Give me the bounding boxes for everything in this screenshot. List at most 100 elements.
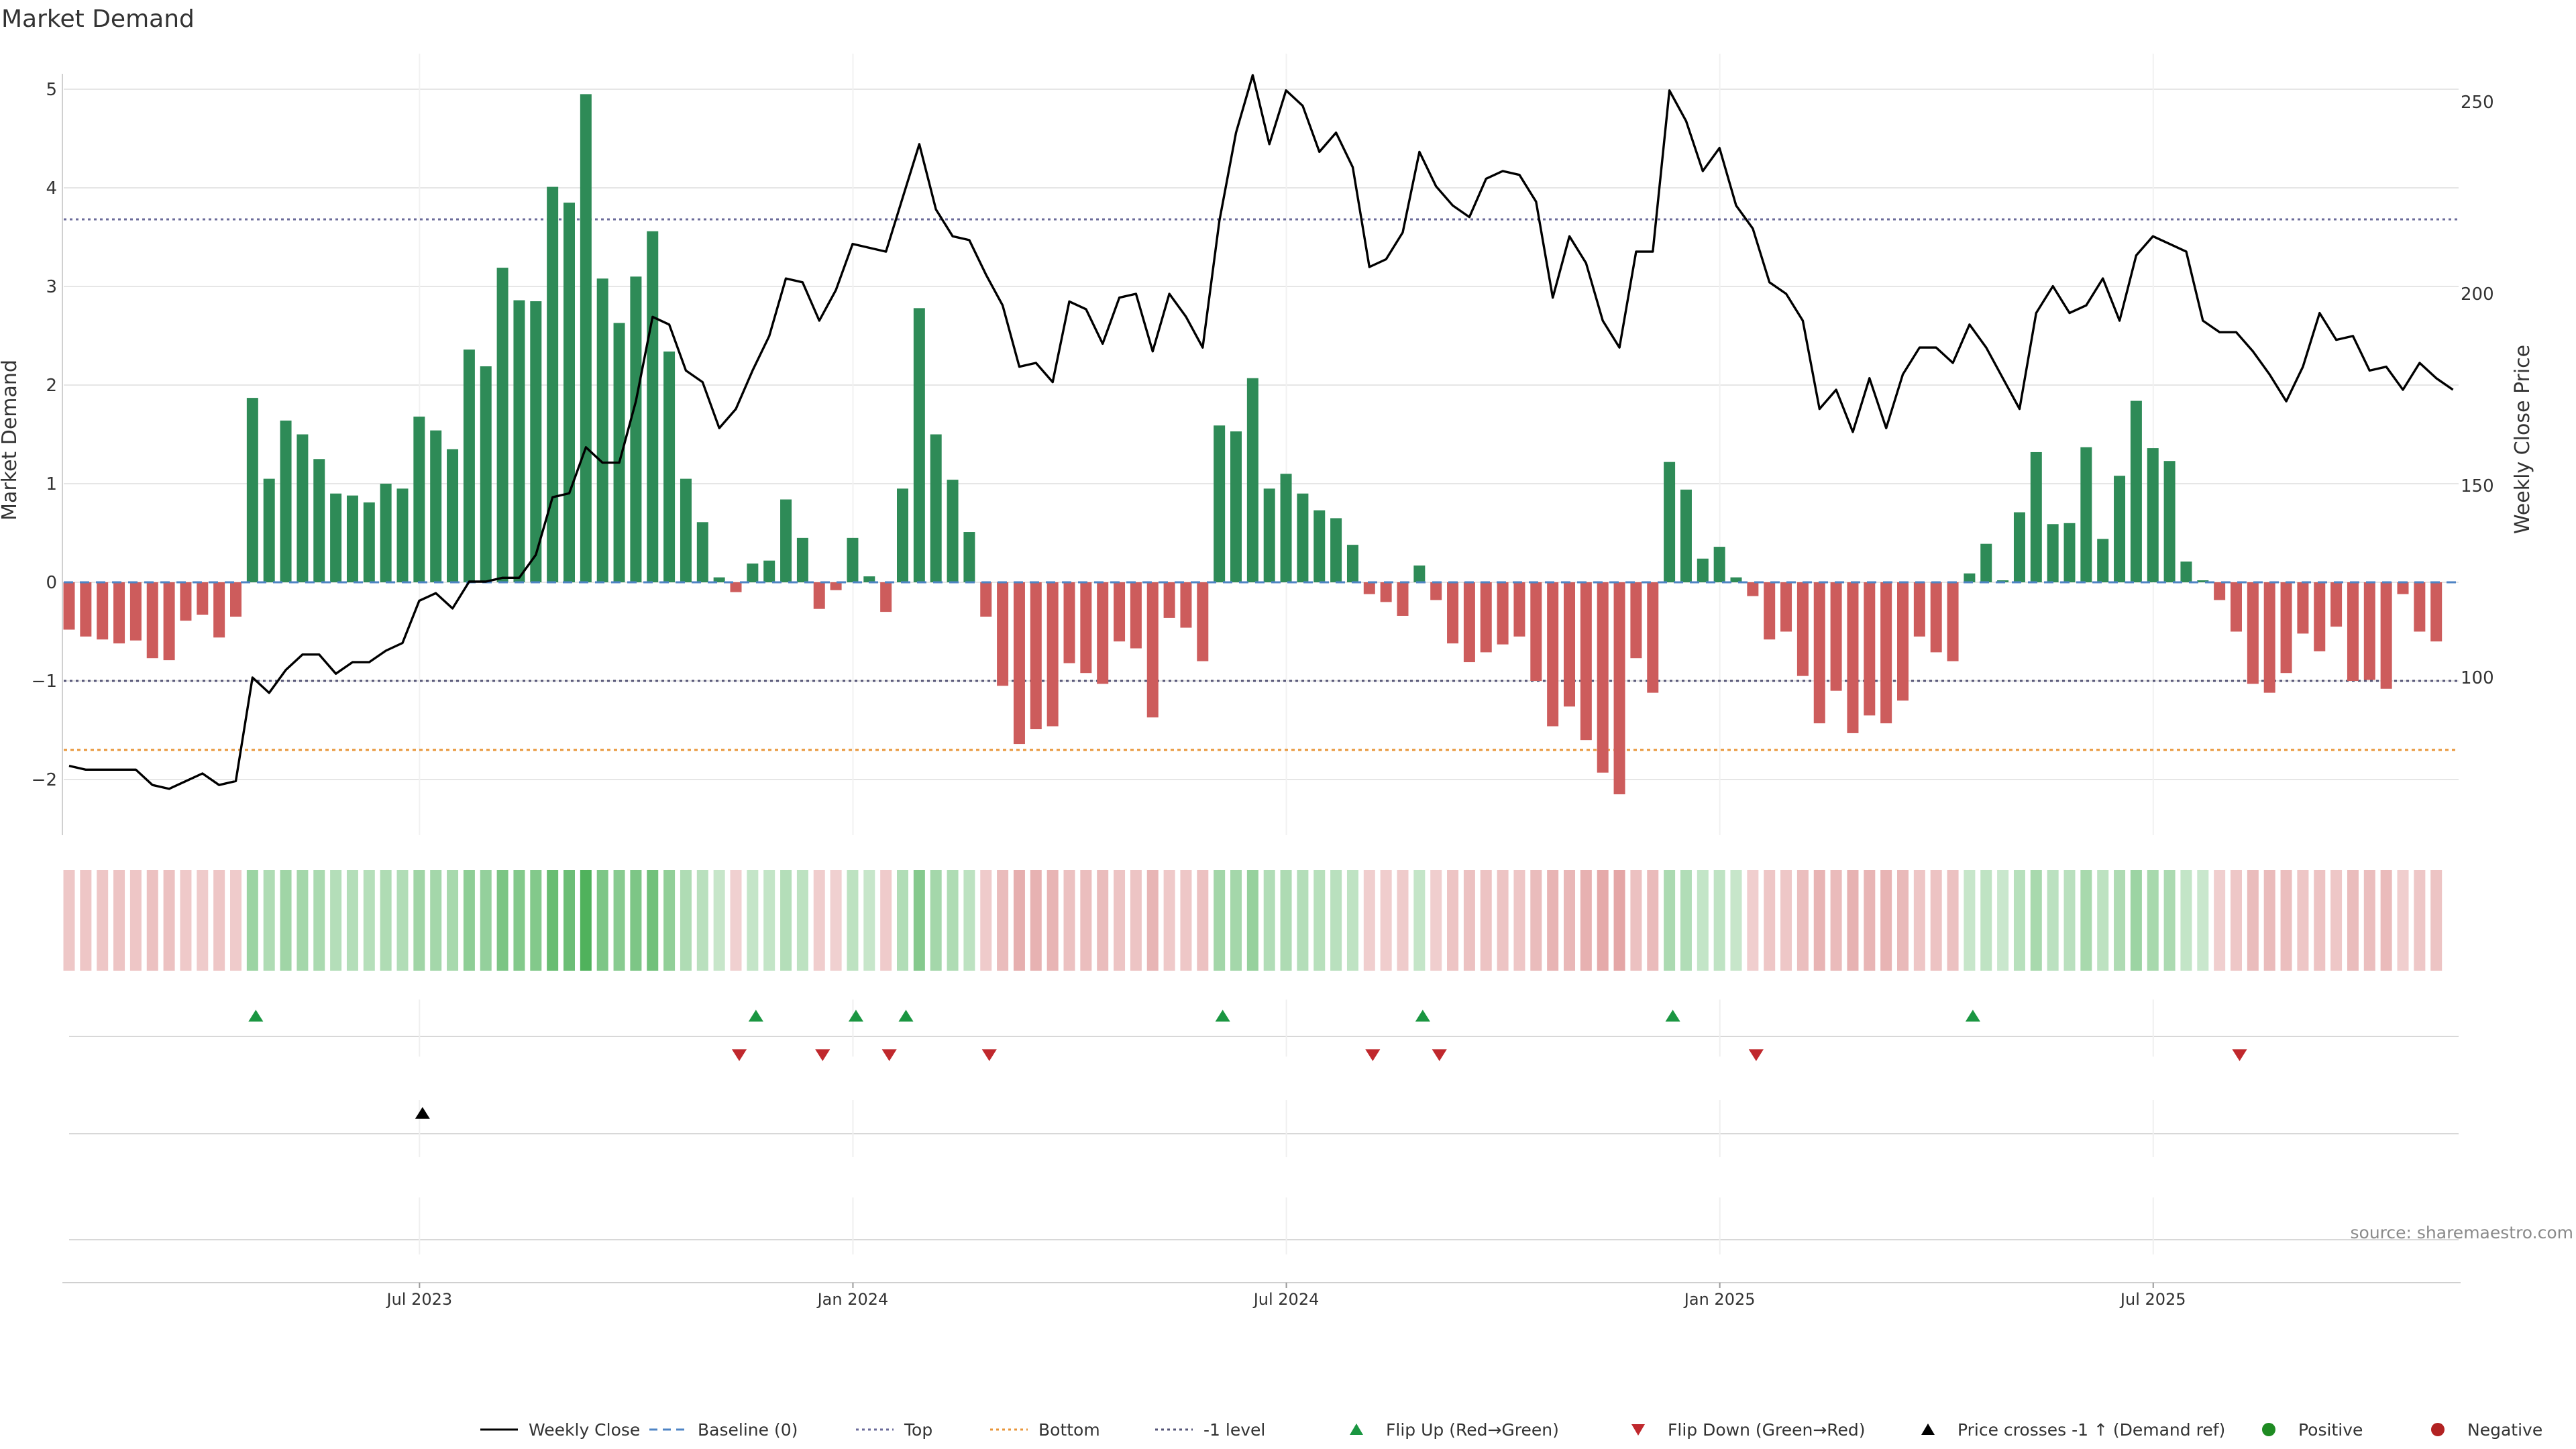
negative-demand-bar (1830, 582, 1842, 691)
heat-cell-positive (396, 870, 409, 971)
heat-cell-negative (980, 870, 992, 971)
positive-demand-bar (513, 300, 525, 582)
negative-demand-bar (2280, 582, 2292, 674)
negative-demand-bar (1063, 582, 1075, 663)
negative-demand-bar (1796, 582, 1809, 676)
negative-demand-bar (63, 582, 75, 630)
heat-cell-positive (380, 870, 392, 971)
reference-lines (64, 218, 2459, 751)
x-tick-label: Jan 2024 (816, 1290, 889, 1309)
negative-demand-bar (1497, 582, 1509, 645)
negative-demand-bar (1046, 582, 1059, 727)
negative-demand-bar (146, 582, 158, 659)
heat-cell-positive (564, 870, 575, 971)
heat-cell-positive (530, 870, 542, 971)
heat-cell-positive (1664, 870, 1676, 971)
y-axis-label: Market Demand (0, 360, 21, 521)
negative-demand-bar (2397, 582, 2409, 594)
legend-item: Baseline (0) (649, 1420, 798, 1440)
negative-demand-bar (1146, 582, 1159, 718)
negative-demand-bar (1463, 582, 1475, 663)
positive-demand-bar (297, 434, 309, 582)
positive-demand-bar (897, 488, 908, 582)
legend-label: Flip Up (Red→Green) (1386, 1420, 1559, 1440)
heat-cell-negative (1930, 870, 1942, 971)
heat-cell-positive (1246, 870, 1258, 971)
heat-cell-positive (1980, 870, 1992, 971)
positive-demand-bar (530, 301, 542, 582)
legend-swatch-dot (2431, 1423, 2445, 1436)
heat-cell-positive (547, 870, 559, 971)
heat-cell-positive (780, 870, 792, 971)
heat-cell-positive (246, 870, 258, 971)
positive-demand-bar (963, 532, 975, 582)
heat-cell-positive (1730, 870, 1742, 971)
heat-cell-negative (2297, 870, 2309, 971)
heat-cell-positive (2147, 870, 2159, 971)
heat-cell-positive (1997, 870, 2009, 971)
positive-demand-bar (246, 398, 258, 582)
positive-demand-bar (2097, 539, 2109, 582)
negative-demand-bar (1847, 582, 1859, 733)
heat-cell-negative (1796, 870, 1809, 971)
negative-demand-bar (1097, 582, 1109, 684)
heat-cell-negative (1197, 870, 1209, 971)
y-tick-label: −1 (32, 672, 57, 692)
negative-demand-bar (1013, 582, 1025, 745)
negative-demand-bar (1630, 582, 1642, 659)
heat-cell-positive (930, 870, 942, 971)
y-tick-label: 1 (46, 474, 57, 494)
heat-cell-positive (1230, 870, 1242, 971)
positive-demand-bar (1297, 493, 1309, 582)
flip-down-marker (815, 1049, 830, 1061)
heat-cell-positive (796, 870, 808, 971)
heat-cell-positive (763, 870, 775, 971)
heat-cell-positive (280, 870, 292, 971)
flip-down-marker (1432, 1049, 1447, 1061)
heat-cell-positive (913, 870, 925, 971)
heat-cell-positive (2114, 870, 2126, 971)
demand-heat-strip (63, 870, 2443, 971)
heat-cell-negative (1630, 870, 1642, 971)
legend-label: Top (904, 1420, 932, 1440)
negative-demand-bar (2263, 582, 2275, 693)
negative-demand-bar (1930, 582, 1942, 653)
negative-demand-bar (1397, 582, 1409, 616)
positive-demand-bar (547, 186, 559, 582)
heat-cell-positive (413, 870, 425, 971)
negative-demand-bar (2247, 582, 2259, 684)
legend-item: Negative (2431, 1420, 2542, 1440)
heat-cell-positive (330, 870, 342, 971)
positive-demand-bar (2030, 451, 2042, 582)
positive-demand-bar (930, 434, 942, 582)
negative-demand-bar (163, 582, 175, 661)
positive-demand-bar (2147, 448, 2159, 582)
legend-item: Positive (2262, 1420, 2363, 1440)
negative-demand-bar (1747, 582, 1759, 596)
heat-cell-positive (363, 870, 375, 971)
heat-cell-negative (1913, 870, 1925, 971)
positive-demand-bar (713, 577, 725, 582)
positive-demand-bar (647, 231, 659, 582)
negative-demand-bar (1947, 582, 1959, 661)
heat-cell-positive (696, 870, 708, 971)
heat-cell-positive (663, 870, 676, 971)
negative-demand-bar (1613, 582, 1625, 795)
negative-demand-bar (1480, 582, 1492, 653)
legend-item: Top (856, 1420, 932, 1440)
positive-demand-bar (280, 420, 292, 582)
demand-bars (63, 94, 2443, 795)
positive-demand-bar (363, 502, 375, 582)
negative-demand-bar (2214, 582, 2226, 600)
positive-demand-bar (596, 278, 608, 582)
legend-label: Weekly Close (529, 1420, 640, 1440)
heat-cell-positive (596, 870, 608, 971)
legend: Weekly Close Baseline (0) Top Bottom -1 leve… (480, 1420, 2542, 1440)
heat-cell-positive (1413, 870, 1426, 971)
negative-demand-bar (1580, 582, 1592, 741)
heat-cell-negative (2430, 870, 2443, 971)
legend-label: Baseline (0) (698, 1420, 798, 1440)
positive-demand-bar (630, 276, 642, 582)
positive-demand-bar (2047, 524, 2059, 582)
heat-cell-negative (113, 870, 125, 971)
